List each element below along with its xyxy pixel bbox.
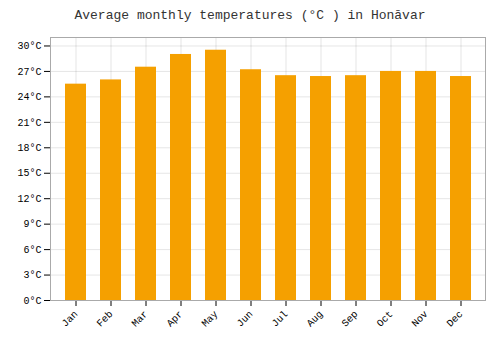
svg-text:9°C: 9°C <box>23 219 41 230</box>
html-text:Average monthly temperatures (: Average monthly temperatures (°C ) in Ho… <box>74 8 426 23</box>
svg-text:18°C: 18°C <box>17 143 41 154</box>
svg-text:15°C: 15°C <box>17 168 41 179</box>
svg-text:6°C: 6°C <box>23 245 41 256</box>
svg-text:Jun: Jun <box>235 309 256 330</box>
svg-text:Jul: Jul <box>270 309 291 330</box>
svg-text:3°C: 3°C <box>23 270 41 281</box>
svg-text:Jan: Jan <box>60 309 81 330</box>
svg-text:Sep: Sep <box>340 309 361 330</box>
svg-text:Oct: Oct <box>375 309 396 330</box>
svg-text:12°C: 12°C <box>17 194 41 205</box>
svg-text:Nov: Nov <box>410 309 431 330</box>
svg-text:Aug: Aug <box>305 309 326 330</box>
svg-text:May: May <box>200 309 221 330</box>
svg-text:21°C: 21°C <box>17 118 41 129</box>
svg-text:Dec: Dec <box>445 309 466 330</box>
svg-text:Feb: Feb <box>95 309 116 330</box>
svg-text:24°C: 24°C <box>17 92 41 103</box>
svg-text:0°C: 0°C <box>23 296 41 307</box>
svg-text:27°C: 27°C <box>17 67 41 78</box>
svg-text:30°C: 30°C <box>17 41 41 52</box>
svg-text:Apr: Apr <box>165 309 186 330</box>
svg-text:Mar: Mar <box>130 309 151 330</box>
